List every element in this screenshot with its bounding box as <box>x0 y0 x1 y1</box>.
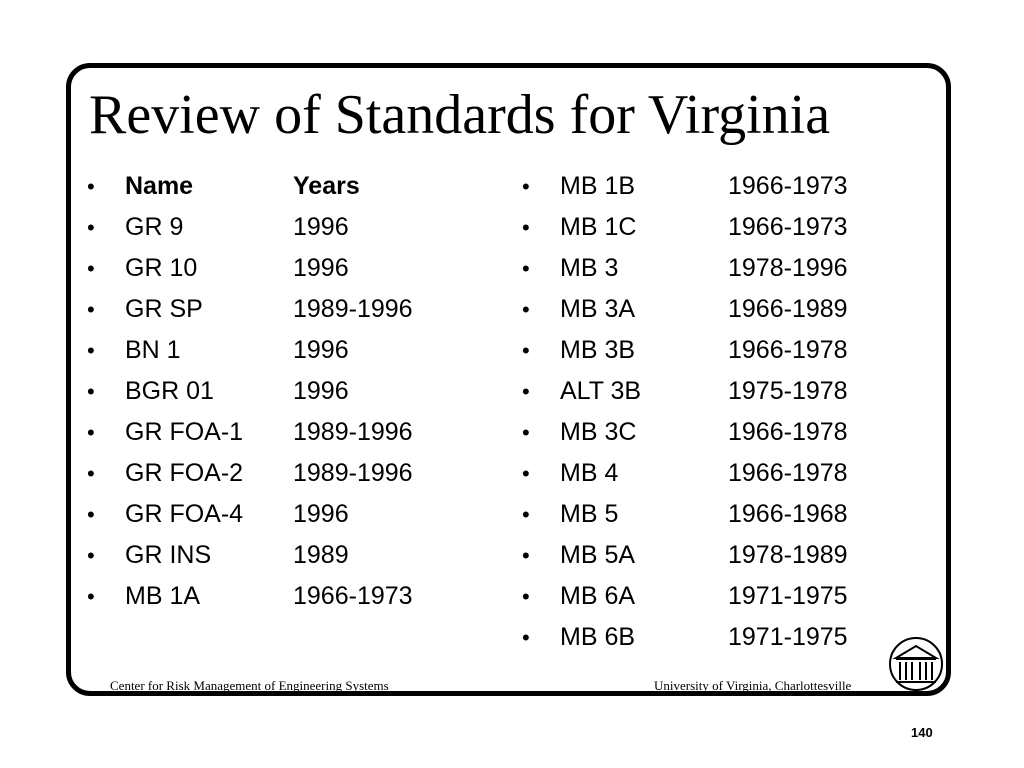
bullet-icon: • <box>87 297 95 322</box>
standard-years: 1989-1996 <box>293 295 413 323</box>
bullet-icon: • <box>522 420 530 445</box>
standard-years: 1966-1973 <box>728 213 848 241</box>
bullet-icon: • <box>87 256 95 281</box>
standard-name: GR INS <box>125 541 212 569</box>
footer-center-name: Center for Risk Management of Engineerin… <box>110 678 389 693</box>
header-years: Years <box>293 172 360 200</box>
standard-years: 1989-1996 <box>293 459 413 487</box>
standard-name: BGR 01 <box>125 377 214 405</box>
standard-name: MB 5A <box>560 541 636 569</box>
standard-name: GR FOA-4 <box>125 500 244 528</box>
standard-name: GR FOA-2 <box>125 459 244 487</box>
bullet-icon: • <box>87 584 95 609</box>
standard-name: MB 1C <box>560 213 637 241</box>
bullet-icon: • <box>522 256 530 281</box>
standard-years: 1971-1975 <box>728 623 848 651</box>
standard-name: GR FOA-1 <box>125 418 244 446</box>
bullet-icon: • <box>522 338 530 363</box>
header-name: Name <box>125 172 194 200</box>
standard-name: MB 1B <box>560 172 636 200</box>
standard-years: 1978-1996 <box>728 254 848 282</box>
bullet-icon: • <box>87 461 95 486</box>
standard-name: MB 3 <box>560 254 619 282</box>
bullet-icon: • <box>87 420 95 445</box>
standard-years: 1966-1978 <box>728 459 848 487</box>
standard-years: 1966-1978 <box>728 418 848 446</box>
standard-years: 1989-1996 <box>293 418 413 446</box>
standard-years: 1996 <box>293 500 349 528</box>
standard-name: MB 3A <box>560 295 636 323</box>
standard-years: 1966-1989 <box>728 295 848 323</box>
standard-years: 1996 <box>293 213 349 241</box>
standard-name: MB 5 <box>560 500 619 528</box>
bullet-icon: • <box>87 543 95 568</box>
rotunda-logo-icon <box>889 637 943 691</box>
standard-name: MB 6B <box>560 623 636 651</box>
bullet-icon: • <box>522 625 530 650</box>
standard-years: 1966-1968 <box>728 500 848 528</box>
standard-years: 1996 <box>293 254 349 282</box>
standard-years: 1971-1975 <box>728 582 848 610</box>
footer-university-name: University of Virginia, Charlottesville <box>654 678 852 693</box>
standard-name: GR SP <box>125 295 203 323</box>
slide-frame <box>66 63 951 696</box>
standard-years: 1966-1978 <box>728 336 848 364</box>
bullet-icon: • <box>522 215 530 240</box>
bullet-icon: • <box>522 543 530 568</box>
standard-name: GR 9 <box>125 213 184 241</box>
page-number: 140 <box>911 725 933 740</box>
standard-years: 1966-1973 <box>293 582 413 610</box>
standard-years: 1966-1973 <box>728 172 848 200</box>
standard-name: MB 1A <box>125 582 201 610</box>
bullet-icon: • <box>87 215 95 240</box>
standard-name: GR 10 <box>125 254 198 282</box>
bullet-icon: • <box>87 174 95 199</box>
standard-name: MB 4 <box>560 459 619 487</box>
standard-name: BN 1 <box>125 336 181 364</box>
standard-years: 1989 <box>293 541 349 569</box>
standard-name: MB 3B <box>560 336 636 364</box>
standard-name: ALT 3B <box>560 377 642 405</box>
bullet-icon: • <box>522 379 530 404</box>
bullet-icon: • <box>522 297 530 322</box>
standard-name: MB 3C <box>560 418 637 446</box>
standard-years: 1975-1978 <box>728 377 848 405</box>
bullet-icon: • <box>522 502 530 527</box>
standard-years: 1996 <box>293 377 349 405</box>
bullet-icon: • <box>87 502 95 527</box>
slide-title: Review of Standards for Virginia <box>89 84 831 146</box>
standard-years: 1996 <box>293 336 349 364</box>
standard-name: MB 6A <box>560 582 636 610</box>
bullet-icon: • <box>87 379 95 404</box>
bullet-icon: • <box>522 174 530 199</box>
bullet-icon: • <box>522 584 530 609</box>
bullet-icon: • <box>522 461 530 486</box>
standard-years: 1978-1989 <box>728 541 848 569</box>
bullet-icon: • <box>87 338 95 363</box>
